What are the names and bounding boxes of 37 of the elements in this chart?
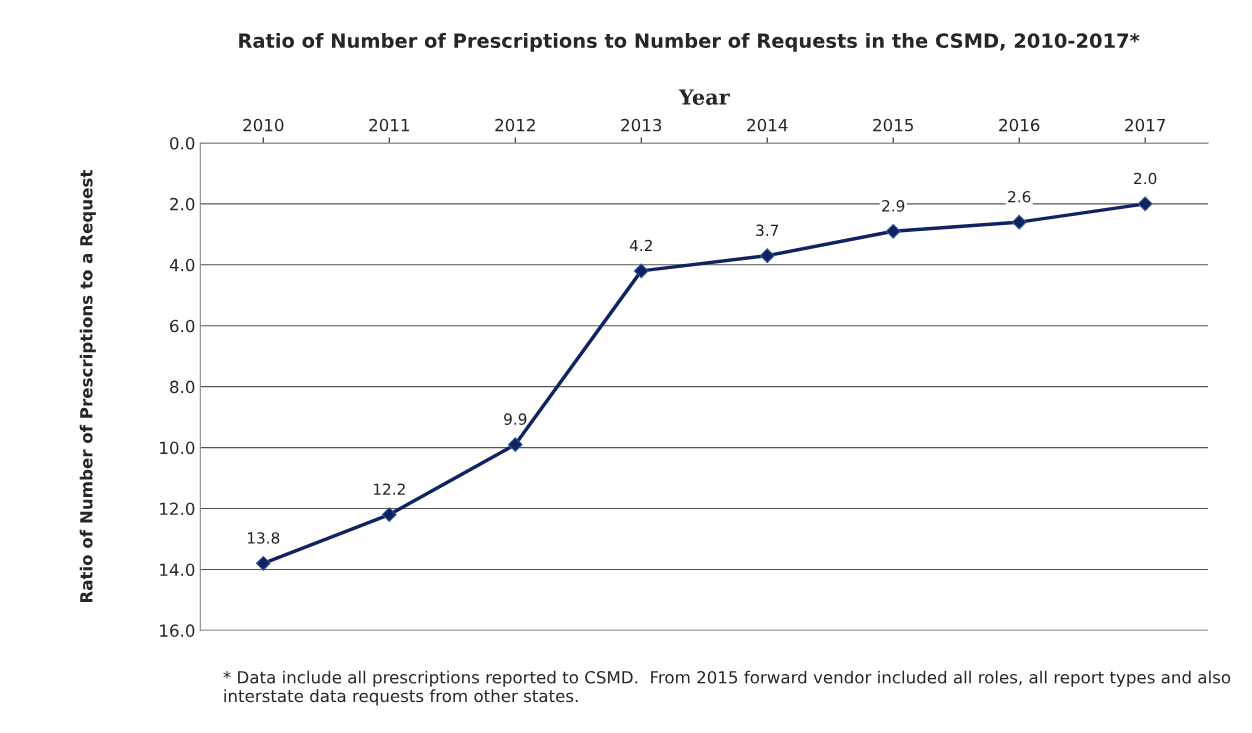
data-label: 3.7 (756, 224, 779, 237)
data-label: 13.8 (247, 532, 280, 544)
x-tick-label: 2013 (621, 118, 662, 132)
y-tick-label: 6.0 (170, 319, 195, 333)
y-tick-label: 12.0 (160, 502, 195, 516)
y-tick-label: 4.0 (169, 258, 195, 272)
x-tick-label: 2015 (873, 118, 913, 132)
y-tick-label: 16.0 (160, 624, 195, 637)
data-label: 2.6 (1008, 190, 1031, 203)
point (1137, 196, 1153, 212)
point (759, 248, 775, 264)
y-tick-label: 8.0 (170, 380, 195, 394)
text: * Data include all prescriptions reported to CSMD. From 2015 forward vendor included all roles, all report types and also interstate data requests from other states. (223, 670, 1231, 706)
x-tick-label: 2011 (369, 118, 409, 132)
x-tick-label: 2017 (1125, 118, 1165, 132)
x-tick-label: 2014 (747, 118, 788, 132)
point (381, 507, 397, 523)
data-label: 12.2 (373, 483, 405, 495)
point (1011, 214, 1027, 230)
data-label: 9.9 (504, 413, 527, 425)
y-axis-title: Ratio of Number of Prescriptions to a Request (79, 170, 96, 603)
point (507, 437, 523, 452)
data-label: 2.9 (882, 200, 905, 212)
x-tick-label: 2012 (495, 118, 535, 132)
point (633, 263, 649, 279)
y-tick-label: 2.0 (170, 197, 195, 211)
x-tick-label: 2010 (243, 118, 284, 132)
y-tick-label: 0.0 (170, 136, 195, 150)
chart-title: Ratio of Number of Prescriptions to Number of Requests in the CSMD, 2010-2017* (239, 32, 1140, 52)
y-tick-label: 14.0 (160, 563, 195, 577)
data-label: 2.0 (1134, 172, 1157, 185)
y-tick-label: 10.0 (160, 441, 195, 455)
point (255, 555, 271, 571)
x-tick-label: 2016 (999, 118, 1040, 132)
point (885, 223, 901, 239)
x-axis-title: Year (678, 89, 730, 105)
data-label: 4.2 (629, 239, 652, 252)
